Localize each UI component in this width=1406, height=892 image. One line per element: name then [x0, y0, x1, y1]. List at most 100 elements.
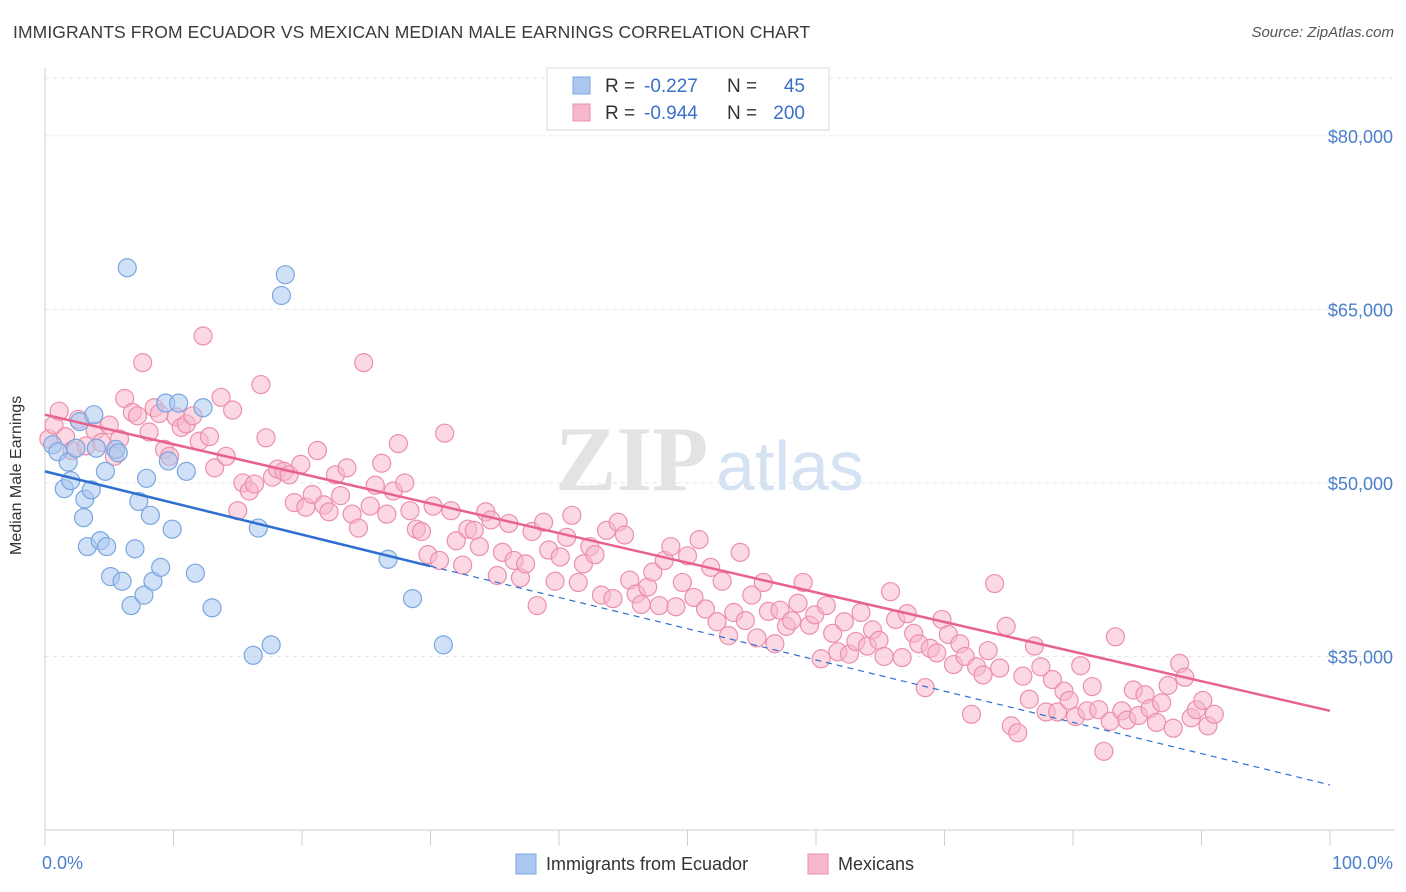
point-mexicans — [244, 474, 265, 494]
legend-r-value-ecuador: -0.227 — [644, 76, 698, 97]
bottom-legend-label-ecuador: Immigrants from Ecuador — [546, 854, 748, 874]
point-mexicans — [990, 658, 1010, 678]
point-ecuador — [402, 589, 423, 609]
point-mexicans — [193, 326, 213, 346]
point-mexicans — [487, 565, 507, 586]
point-ecuador — [261, 635, 281, 655]
point-mexicans — [707, 612, 727, 632]
data-points — [39, 258, 1224, 761]
point-mexicans — [550, 547, 570, 567]
bottom-legend: Immigrants from Ecuador Mexicans — [515, 853, 914, 875]
point-mexicans — [880, 582, 901, 602]
point-ecuador — [97, 536, 117, 557]
point-mexicans — [429, 550, 450, 571]
point-mexicans — [1031, 657, 1051, 677]
y-tick-label: $65,000 — [1328, 300, 1393, 320]
point-mexicans — [816, 595, 836, 616]
point-mexicans — [1105, 627, 1126, 647]
point-mexicans — [672, 572, 692, 593]
point-mexicans — [719, 626, 739, 646]
point-mexicans — [781, 610, 802, 631]
point-ecuador — [121, 595, 141, 616]
legend-r-label-mexicans: R = — [605, 103, 635, 124]
point-mexicans — [291, 454, 311, 475]
point-mexicans — [372, 453, 392, 473]
point-mexicans — [603, 589, 623, 609]
point-mexicans — [915, 678, 935, 698]
point-ecuador — [117, 258, 137, 278]
point-mexicans — [892, 648, 912, 668]
point-mexicans — [973, 665, 993, 685]
point-mexicans — [319, 502, 339, 522]
legend: R = -0.227 N = 45 R = -0.944 N = 200 — [546, 67, 830, 131]
point-mexicans — [978, 641, 998, 661]
x-tick-label-max: 100.0% — [1332, 853, 1393, 873]
axes — [44, 68, 1395, 846]
point-mexicans — [435, 423, 455, 443]
point-ecuador — [275, 265, 295, 285]
bottom-legend-swatch-ecuador — [515, 853, 537, 875]
point-ecuador — [193, 398, 213, 418]
y-tick-label: $80,000 — [1328, 127, 1393, 147]
watermark-atlas: atlas — [716, 427, 864, 505]
point-mexicans — [649, 595, 669, 616]
point-ecuador — [433, 635, 453, 655]
point-ecuador — [95, 461, 115, 481]
point-mexicans — [684, 587, 704, 608]
watermark: ZIP atlas — [555, 408, 864, 510]
point-mexicans — [515, 554, 536, 574]
watermark-zip: ZIP — [555, 408, 708, 510]
point-mexicans — [360, 496, 380, 516]
point-mexicans — [643, 562, 663, 582]
legend-n-label-ecuador: N = — [727, 76, 757, 97]
point-mexicans — [400, 501, 420, 521]
point-ecuador — [202, 598, 222, 618]
point-ecuador — [176, 461, 196, 481]
point-mexicans — [1089, 700, 1109, 720]
point-mexicans — [695, 599, 716, 619]
point-mexicans — [223, 400, 243, 420]
point-ecuador — [140, 505, 160, 525]
point-mexicans — [1019, 689, 1039, 709]
point-ecuador — [112, 571, 132, 591]
legend-box — [546, 67, 830, 131]
point-ecuador — [61, 471, 81, 491]
trend-line-mexicans — [44, 413, 1331, 713]
point-mexicans — [1152, 693, 1172, 713]
point-ecuador — [108, 443, 128, 463]
point-ecuador — [243, 645, 263, 665]
point-mexicans — [446, 531, 466, 551]
point-mexicans — [354, 353, 374, 373]
point-mexicans — [677, 546, 698, 566]
point-mexicans — [661, 536, 681, 557]
point-mexicans — [1204, 704, 1224, 724]
point-mexicans — [1059, 690, 1079, 711]
point-mexicans — [127, 406, 148, 426]
y-tick-labels: $35,000 $50,000 $65,000 $80,000 — [1328, 127, 1393, 668]
point-ecuador — [84, 405, 104, 425]
point-mexicans — [1158, 675, 1178, 695]
point-mexicans — [985, 573, 1005, 594]
point-mexicans — [585, 545, 605, 565]
y-tick-label: $35,000 — [1328, 647, 1393, 667]
point-mexicans — [666, 597, 686, 617]
legend-n-value-ecuador: 45 — [784, 76, 805, 97]
point-ecuador — [81, 480, 101, 500]
point-mexicans — [869, 630, 889, 650]
y-tick-label: $50,000 — [1328, 474, 1393, 494]
point-mexicans — [205, 458, 225, 478]
point-ecuador — [125, 539, 145, 559]
point-mexicans — [631, 594, 651, 615]
point-mexicans — [1146, 712, 1167, 733]
point-mexicans — [469, 536, 489, 557]
legend-r-value-mexicans: -0.944 — [644, 103, 698, 124]
point-mexicans — [348, 518, 369, 538]
bottom-legend-swatch-mexicans — [807, 853, 829, 875]
point-mexicans — [545, 571, 565, 591]
source-credit: Source: ZipAtlas.com — [1251, 24, 1394, 41]
point-ecuador — [86, 438, 107, 458]
point-mexicans — [811, 649, 831, 669]
legend-n-value-mexicans: 200 — [773, 103, 805, 124]
point-mexicans — [377, 504, 397, 524]
